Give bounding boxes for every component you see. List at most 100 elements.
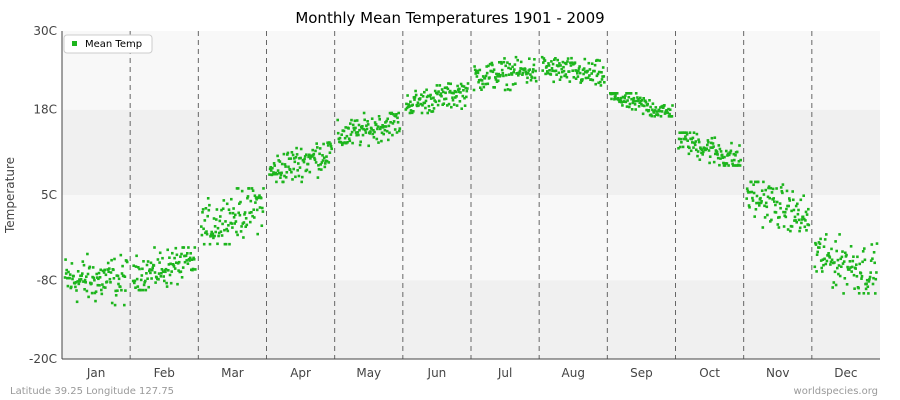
data-point bbox=[306, 162, 310, 166]
data-point bbox=[619, 99, 622, 103]
data-point bbox=[622, 100, 626, 103]
data-point bbox=[395, 131, 399, 134]
data-point bbox=[813, 265, 817, 269]
data-point bbox=[791, 190, 794, 193]
legend: Mean Temp bbox=[63, 34, 153, 54]
data-point bbox=[318, 147, 322, 150]
data-point bbox=[643, 104, 646, 108]
data-point bbox=[628, 102, 632, 106]
data-point bbox=[665, 109, 668, 112]
data-point bbox=[764, 188, 767, 192]
data-point bbox=[533, 58, 536, 61]
data-point bbox=[565, 62, 568, 66]
data-point bbox=[819, 237, 822, 241]
data-point bbox=[680, 141, 683, 144]
data-point bbox=[234, 220, 238, 223]
data-point bbox=[172, 265, 176, 268]
data-point bbox=[358, 128, 361, 132]
y-tick-label: -8C bbox=[37, 273, 57, 287]
data-point bbox=[614, 94, 617, 98]
data-point bbox=[398, 129, 401, 133]
data-point bbox=[253, 194, 257, 197]
data-point bbox=[350, 130, 354, 134]
data-point bbox=[561, 70, 564, 74]
data-point bbox=[314, 161, 318, 164]
data-point bbox=[176, 282, 179, 286]
data-point bbox=[396, 121, 400, 124]
data-point bbox=[386, 117, 389, 121]
data-point bbox=[581, 78, 584, 81]
data-point bbox=[107, 270, 110, 273]
data-point bbox=[852, 255, 855, 258]
data-point bbox=[514, 82, 517, 85]
data-point bbox=[459, 82, 463, 86]
data-point bbox=[582, 67, 586, 70]
data-point bbox=[564, 73, 568, 76]
data-point bbox=[158, 261, 161, 264]
data-point bbox=[249, 199, 253, 203]
data-point bbox=[169, 281, 173, 285]
data-point bbox=[142, 260, 145, 263]
data-point bbox=[835, 249, 838, 253]
data-point bbox=[863, 258, 867, 262]
data-point bbox=[688, 146, 691, 150]
data-point bbox=[723, 164, 727, 167]
data-point bbox=[738, 164, 742, 167]
data-point bbox=[851, 259, 855, 263]
data-point bbox=[367, 144, 370, 148]
data-point bbox=[102, 285, 105, 289]
data-point bbox=[815, 270, 818, 273]
data-point bbox=[125, 260, 129, 264]
data-point bbox=[106, 261, 110, 265]
data-point bbox=[800, 218, 804, 221]
data-point bbox=[113, 303, 117, 307]
data-point bbox=[502, 74, 505, 78]
data-point bbox=[841, 250, 844, 253]
data-point bbox=[504, 73, 508, 77]
data-point bbox=[421, 95, 425, 98]
data-point bbox=[314, 149, 317, 153]
data-point bbox=[678, 131, 681, 134]
data-point bbox=[149, 261, 153, 265]
data-point bbox=[338, 136, 342, 140]
data-point bbox=[81, 260, 85, 263]
data-point bbox=[857, 286, 860, 290]
data-point bbox=[567, 70, 571, 73]
data-point bbox=[700, 148, 704, 151]
data-point bbox=[279, 173, 283, 177]
data-point bbox=[500, 68, 504, 72]
data-point bbox=[174, 246, 178, 250]
data-point bbox=[766, 213, 769, 217]
data-point bbox=[691, 141, 694, 144]
data-point bbox=[242, 236, 245, 239]
data-point bbox=[219, 230, 223, 233]
data-point bbox=[250, 187, 254, 190]
data-point bbox=[328, 151, 332, 154]
data-point bbox=[648, 99, 651, 102]
data-point bbox=[417, 104, 420, 107]
data-point bbox=[719, 150, 723, 153]
data-point bbox=[387, 124, 391, 128]
data-point bbox=[355, 133, 358, 137]
data-point bbox=[246, 196, 249, 200]
data-point bbox=[770, 218, 773, 222]
data-point bbox=[84, 281, 87, 284]
data-point bbox=[64, 258, 67, 261]
data-point bbox=[775, 200, 779, 204]
data-point bbox=[821, 258, 825, 261]
data-point bbox=[637, 105, 641, 108]
data-point bbox=[692, 131, 696, 134]
data-point bbox=[236, 233, 239, 237]
data-point bbox=[678, 145, 682, 149]
data-point bbox=[495, 72, 498, 76]
data-point bbox=[684, 137, 688, 141]
data-point bbox=[364, 128, 367, 132]
data-point bbox=[712, 145, 715, 148]
data-point bbox=[172, 263, 175, 267]
data-point bbox=[175, 261, 178, 264]
data-point bbox=[739, 158, 742, 162]
data-point bbox=[192, 258, 196, 261]
data-point bbox=[755, 194, 759, 198]
data-point bbox=[615, 92, 619, 95]
data-point bbox=[173, 256, 176, 260]
